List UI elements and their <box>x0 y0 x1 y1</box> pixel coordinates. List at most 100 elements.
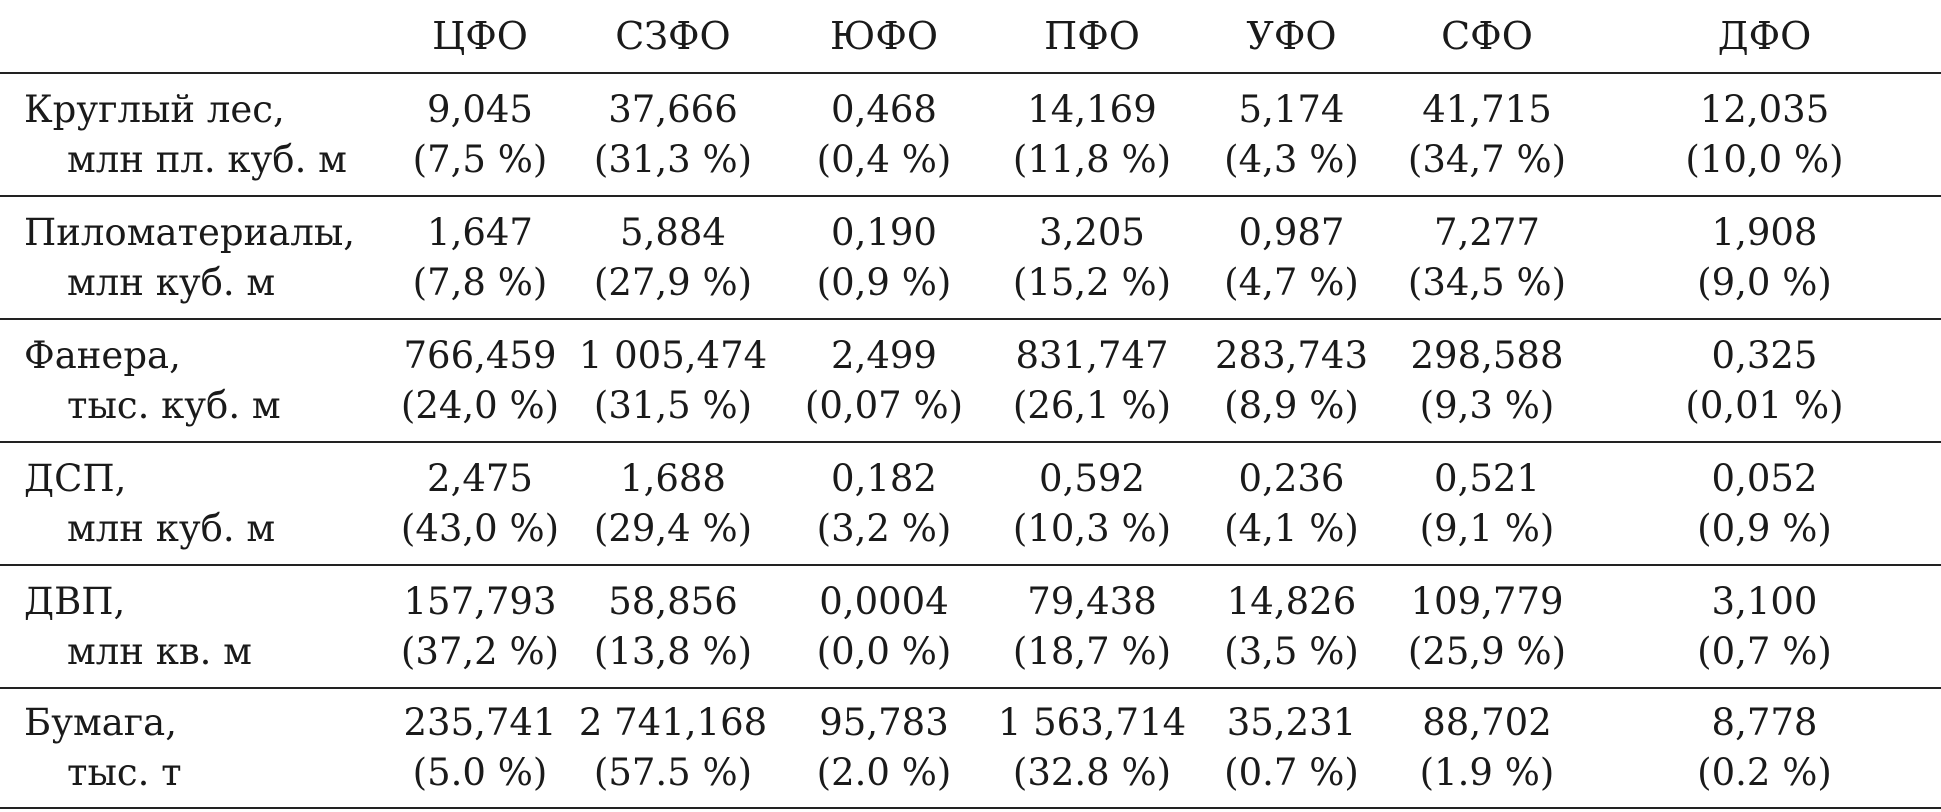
cell-value: 0,325 <box>1711 333 1818 377</box>
cell-value: 1,647 <box>427 210 533 254</box>
column-header: ЮФО <box>781 0 987 74</box>
column-header: ЦФО <box>395 0 565 74</box>
cell-value: 0,190 <box>831 210 937 254</box>
data-cell: 283,743 (8,9 %) <box>1197 319 1386 442</box>
cell-share: (0,7 %) <box>1697 629 1832 673</box>
cell-value: 1,908 <box>1711 210 1818 254</box>
data-cell: 58,856 (13,8 %) <box>565 565 781 688</box>
cell-value: 12,035 <box>1699 87 1830 131</box>
cell-value: 88,702 <box>1422 701 1552 744</box>
cell-value: 5,174 <box>1238 87 1345 131</box>
cell-value: 0,236 <box>1238 456 1345 500</box>
data-cell: 3,100 (0,7 %) <box>1588 565 1941 688</box>
data-cell: 2,475 (43,0 %) <box>395 442 565 565</box>
cell-value: 14,826 <box>1226 579 1357 623</box>
cell-value: 0,468 <box>831 87 937 131</box>
cell-share: (2.0 %) <box>816 751 952 794</box>
cell-share: (37,2 %) <box>400 629 560 673</box>
table-row: Фанера, тыс. куб. м 766,459 (24,0 %) 1 005,4… <box>0 319 1941 442</box>
cell-value: 2 741,168 <box>578 701 768 744</box>
cell-value: 1 005,474 <box>578 333 768 377</box>
cell-value: 0,052 <box>1711 456 1818 500</box>
cell-value: 9,045 <box>427 87 533 131</box>
data-cell: 7,277 (34,5 %) <box>1386 196 1588 319</box>
cell-value: 157,793 <box>403 579 557 623</box>
column-header: СЗФО <box>565 0 781 74</box>
cell-share: (9,1 %) <box>1419 506 1555 550</box>
cell-value: 0,182 <box>831 456 937 500</box>
table-body: Круглый лес, млн пл. куб. м 9,045 (7,5 %) 37… <box>0 73 1941 808</box>
cell-value: 109,779 <box>1410 579 1564 623</box>
row-label-product: ДСП, <box>24 456 127 500</box>
header-row: ЦФО СЗФО ЮФО ПФО УФО СФО ДФО <box>0 0 1941 74</box>
data-cell: 95,783 (2.0 %) <box>781 688 987 808</box>
cell-share: (9,0 %) <box>1697 260 1832 304</box>
data-cell: 5,884 (27,9 %) <box>565 196 781 319</box>
cell-value: 0,521 <box>1434 456 1540 500</box>
data-cell: 0,0004 (0,0 %) <box>781 565 987 688</box>
cell-share: (0,0 %) <box>816 629 952 673</box>
table-row: Круглый лес, млн пл. куб. м 9,045 (7,5 %) 37… <box>0 73 1941 196</box>
cell-share: (0,4 %) <box>816 137 952 181</box>
cell-share: (15,2 %) <box>1012 260 1172 304</box>
cell-value: 35,231 <box>1226 701 1357 744</box>
cell-share: (9,3 %) <box>1419 383 1555 427</box>
data-cell: 0,190 (0,9 %) <box>781 196 987 319</box>
cell-share: (25,9 %) <box>1407 629 1567 673</box>
data-cell: 235,741 (5.0 %) <box>395 688 565 808</box>
cell-share: (0,9 %) <box>1697 506 1832 550</box>
cell-share: (32.8 %) <box>1012 751 1172 794</box>
cell-share: (43,0 %) <box>400 506 560 550</box>
data-cell: 0,052 (0,9 %) <box>1588 442 1941 565</box>
cell-value: 58,856 <box>608 579 738 623</box>
row-label: ДСП, млн куб. м <box>0 442 395 565</box>
cell-value: 298,588 <box>1410 333 1564 377</box>
data-cell: 9,045 (7,5 %) <box>395 73 565 196</box>
data-cell: 14,169 (11,8 %) <box>987 73 1197 196</box>
data-cell: 0,521 (9,1 %) <box>1386 442 1588 565</box>
column-header: СФО <box>1386 0 1588 74</box>
cell-share: (7,5 %) <box>412 137 548 181</box>
cell-value: 283,743 <box>1214 333 1368 377</box>
data-cell: 831,747 (26,1 %) <box>987 319 1197 442</box>
cell-share: (10,3 %) <box>1012 506 1172 550</box>
data-cell: 1 005,474 (31,5 %) <box>565 319 781 442</box>
data-cell: 12,035 (10,0 %) <box>1588 73 1941 196</box>
row-label-product: Круглый лес, <box>24 87 285 131</box>
data-cell: 0,325 (0,01 %) <box>1588 319 1941 442</box>
column-header: УФО <box>1197 0 1386 74</box>
cell-value: 14,169 <box>1027 87 1157 131</box>
cell-share: (0,01 %) <box>1685 383 1844 427</box>
cell-share: (8,9 %) <box>1224 383 1359 427</box>
cell-value: 2,499 <box>831 333 937 377</box>
data-cell: 0,987 (4,7 %) <box>1197 196 1386 319</box>
cell-share: (0.2 %) <box>1697 751 1832 794</box>
header-blank <box>0 0 395 74</box>
data-cell: 0,236 (4,1 %) <box>1197 442 1386 565</box>
cell-share: (4,3 %) <box>1224 137 1359 181</box>
cell-share: (57.5 %) <box>593 751 753 794</box>
row-label-unit: млн пл. куб. м <box>67 137 347 181</box>
cell-value: 235,741 <box>403 701 557 744</box>
row-label: ДВП, млн кв. м <box>0 565 395 688</box>
data-cell: 8,778 (0.2 %) <box>1588 688 1941 808</box>
table-row: Пиломатериалы, млн куб. м 1,647 (7,8 %) 5,88… <box>0 196 1941 319</box>
data-cell: 0,182 (3,2 %) <box>781 442 987 565</box>
data-cell: 2 741,168 (57.5 %) <box>565 688 781 808</box>
cell-value: 766,459 <box>403 333 557 377</box>
data-cell: 88,702 (1.9 %) <box>1386 688 1588 808</box>
cell-value: 79,438 <box>1027 579 1157 623</box>
column-header: ПФО <box>987 0 1197 74</box>
data-cell: 35,231 (0.7 %) <box>1197 688 1386 808</box>
cell-share: (1.9 %) <box>1419 751 1555 794</box>
row-label: Круглый лес, млн пл. куб. м <box>0 73 395 196</box>
cell-value: 5,884 <box>620 210 726 254</box>
cell-share: (10,0 %) <box>1685 137 1844 181</box>
cell-share: (0,9 %) <box>816 260 952 304</box>
cell-share: (4,1 %) <box>1224 506 1359 550</box>
column-header: ДФО <box>1588 0 1941 74</box>
cell-share: (3,2 %) <box>816 506 952 550</box>
cell-value: 1,688 <box>620 456 726 500</box>
data-cell: 2,499 (0,07 %) <box>781 319 987 442</box>
